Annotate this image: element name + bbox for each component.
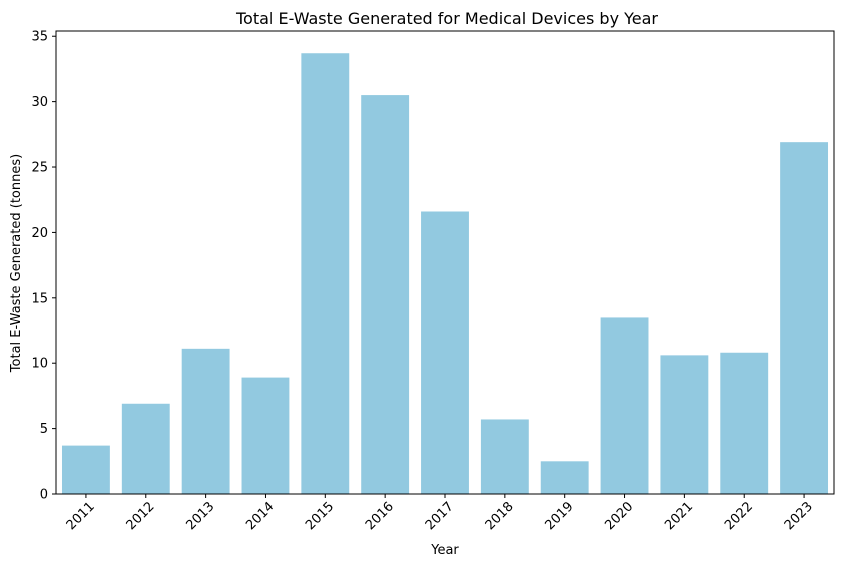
bar-2017	[421, 211, 469, 495]
bar-2023	[780, 142, 829, 495]
bar-2018	[480, 419, 529, 494]
bar-2019	[540, 461, 589, 494]
x-tick-label: 2013	[183, 499, 217, 533]
x-tick-label: 2021	[662, 499, 696, 533]
x-axis-ticks: 2011 2012 2013 2014 2015 2016 2017 2018 2019 2020…	[64, 494, 816, 533]
bar-2022	[720, 352, 769, 494]
x-axis-title: Year	[430, 543, 459, 558]
x-tick-label: 2022	[722, 499, 756, 533]
y-tick-label: 20	[31, 226, 48, 241]
bar-2012	[121, 403, 170, 494]
y-tick-label: 5	[40, 422, 48, 437]
x-tick-label: 2011	[64, 499, 98, 533]
bar-2016	[361, 95, 410, 494]
x-tick-label: 2019	[543, 499, 577, 533]
chart-title: Total E-Waste Generated for Medical Devi…	[235, 9, 658, 28]
x-tick-label: 2012	[124, 499, 158, 533]
x-tick-label: 2016	[363, 499, 397, 533]
y-axis-ticks: 0 5 10 15 20 25 30 35	[31, 30, 56, 503]
x-tick-label: 2015	[303, 499, 337, 533]
plot-frame	[55, 30, 835, 495]
bar-2013	[181, 348, 230, 494]
y-axis-title: Total E-Waste Generated (tonnes)	[9, 154, 24, 373]
bar-2011	[61, 445, 110, 494]
y-tick-label: 15	[31, 291, 48, 306]
x-tick-label: 2014	[243, 499, 277, 533]
x-tick-label: 2023	[782, 499, 816, 533]
bar-2014	[241, 377, 290, 494]
y-tick-label: 35	[31, 30, 48, 45]
bars-group	[61, 53, 829, 495]
x-tick-label: 2017	[423, 499, 457, 533]
y-tick-label: 10	[31, 357, 48, 372]
bar-2015	[301, 53, 350, 494]
x-tick-label: 2020	[602, 499, 636, 533]
y-tick-label: 25	[31, 161, 48, 176]
x-tick-label: 2018	[483, 499, 517, 533]
y-tick-label: 30	[31, 95, 48, 110]
y-tick-label: 0	[40, 488, 48, 503]
bar-2021	[660, 355, 709, 494]
bar-2020	[600, 317, 649, 494]
